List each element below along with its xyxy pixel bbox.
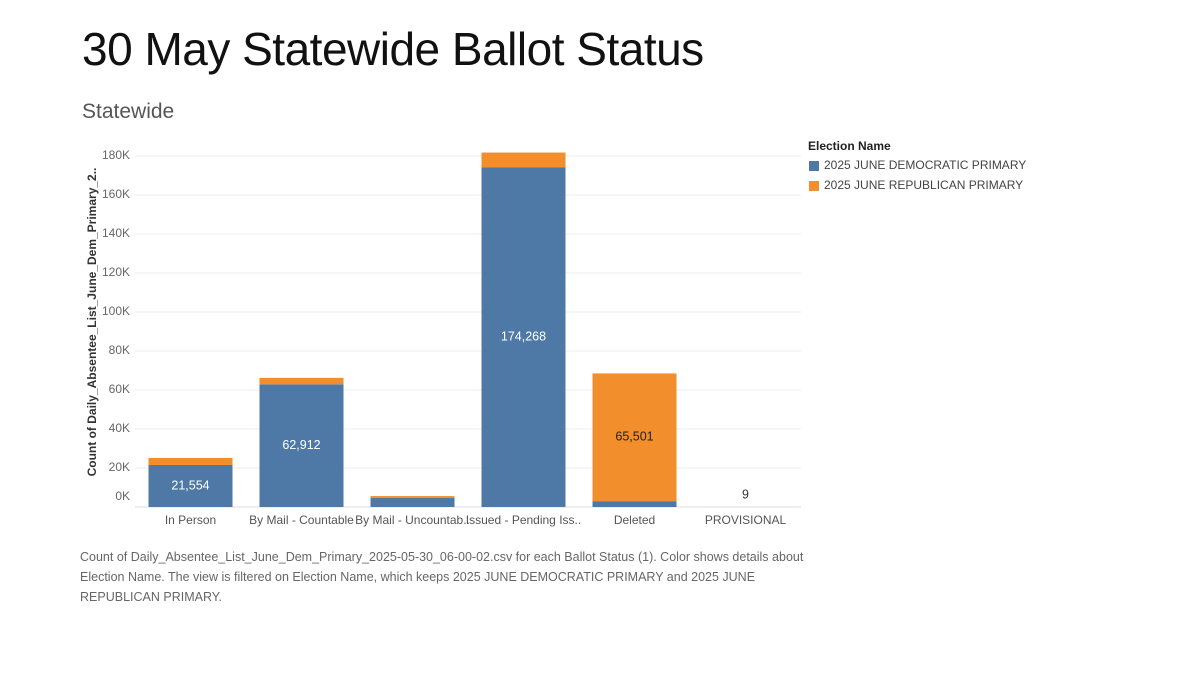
bar-segment <box>259 377 344 385</box>
data-label: 9 <box>742 487 749 501</box>
legend-swatch <box>809 181 819 191</box>
data-label: 65,501 <box>615 430 653 444</box>
x-tick-label: Deleted <box>614 513 655 527</box>
bar-segment <box>481 167 566 507</box>
y-tick-label: 20K <box>109 460 130 474</box>
title: 30 May Statewide Ballot Status <box>82 23 704 75</box>
x-tick-label: In Person <box>165 513 216 527</box>
y-tick-label: 120K <box>102 265 130 279</box>
y-tick-label: 140K <box>102 226 130 240</box>
data-label: 174,268 <box>501 329 546 343</box>
subtitle: Statewide <box>82 100 175 123</box>
bar-segment <box>148 457 233 465</box>
legend-swatch <box>809 161 819 171</box>
x-tick-label: By Mail - Countable <box>249 513 354 527</box>
y-tick-label: 80K <box>109 343 130 357</box>
legend-title: Election Name <box>808 139 891 153</box>
bar-segment <box>370 496 455 499</box>
bar-segment <box>148 464 233 507</box>
y-axis-label: Count of Daily_Absentee_List_June_Dem_Pr… <box>85 168 99 477</box>
bar-segment <box>370 498 455 507</box>
bar-segment <box>592 501 677 507</box>
legend-label: 2025 JUNE REPUBLICAN PRIMARY <box>824 178 1023 192</box>
caption: Count of Daily_Absentee_List_June_Dem_Pr… <box>80 550 804 604</box>
legend-label: 2025 JUNE DEMOCRATIC PRIMARY <box>824 158 1026 172</box>
y-tick-label: 180K <box>102 148 130 162</box>
y-tick-label: 40K <box>109 421 130 435</box>
bar-segment <box>592 373 677 502</box>
x-tick-label: PROVISIONAL <box>705 513 787 527</box>
y-tick-label: 160K <box>102 187 130 201</box>
data-label: 62,912 <box>282 438 320 452</box>
x-tick-label: Issued - Pending Iss.. <box>466 513 581 527</box>
y-tick-label: 100K <box>102 304 130 318</box>
bar-segment <box>259 384 344 507</box>
x-tick-label: By Mail - Uncountab.. <box>355 513 470 527</box>
y-tick-label: 60K <box>109 382 130 396</box>
data-label: 21,554 <box>171 478 209 492</box>
y-tick-label: 0K <box>115 489 130 503</box>
bar-segment <box>481 152 566 168</box>
